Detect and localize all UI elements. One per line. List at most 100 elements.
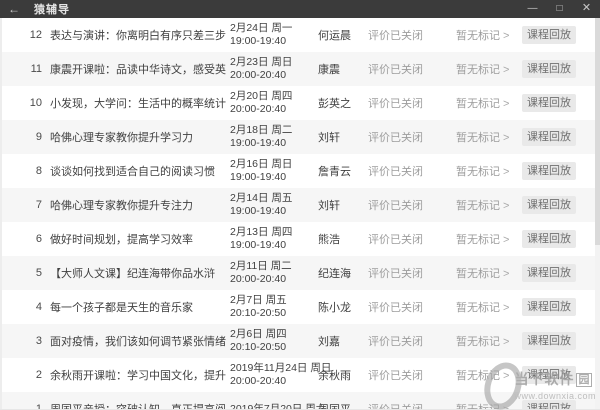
course-number: 10 [29, 97, 42, 109]
course-title: 哈佛心理专家教你提升专注力 [50, 200, 193, 212]
mark-status[interactable]: 暂无标记 > [456, 197, 518, 213]
chevron-right-icon: > [503, 64, 510, 76]
course-date: 2月14日 周五 [230, 192, 293, 204]
course-datetime: 2月6日 周四 20:10-20:50 [230, 328, 318, 354]
chevron-right-icon: > [503, 200, 510, 212]
mark-status-label: 暂无标记 [456, 64, 500, 76]
evaluation-status: 评价已关闭 [368, 166, 423, 178]
course-date: 2月16日 周日 [230, 158, 293, 170]
replay-button[interactable]: 课程回放 [522, 230, 576, 248]
scrollbar[interactable] [595, 18, 600, 410]
course-time: 20:00-20:40 [230, 69, 287, 81]
mark-status-label: 暂无标记 [456, 404, 500, 410]
course-date: 2月11日 周二 [230, 260, 292, 272]
maximize-button[interactable]: □ [556, 3, 563, 14]
course-datetime: 2月14日 周五 19:00-19:40 [230, 192, 318, 218]
table-row: 5 【大师人文课】纪连海带你品水浒 2月11日 周二 20:00-20:40 纪… [0, 256, 595, 290]
course-time: 20:10-20:50 [230, 307, 287, 319]
minimize-button[interactable]: — [527, 3, 538, 14]
table-row: 8 谈谈如何找到适合自己的阅读习惯 2月16日 周日 19:00-19:40 詹… [0, 154, 595, 188]
evaluation-status: 评价已关闭 [368, 404, 423, 410]
evaluation-status: 评价已关闭 [368, 302, 423, 314]
course-number: 9 [35, 131, 42, 143]
table-row: 12 表达与演讲：你离明白有序只差三步 2月24日 周一 19:00-19:40… [0, 18, 595, 52]
replay-button[interactable]: 课程回放 [522, 94, 576, 112]
course-time: 19:00-19:40 [230, 239, 287, 251]
replay-button[interactable]: 课程回放 [522, 298, 576, 316]
evaluation-status: 评价已关闭 [368, 132, 423, 144]
replay-button[interactable]: 课程回放 [522, 264, 576, 282]
teacher-name: 刘嘉 [318, 336, 340, 348]
mark-status-label: 暂无标记 [456, 268, 500, 280]
scrollbar-thumb[interactable] [595, 18, 600, 246]
mark-status-label: 暂无标记 [456, 234, 500, 246]
course-datetime: 2月13日 周四 19:00-19:40 [230, 226, 318, 252]
course-time: 19:00-19:40 [230, 205, 287, 217]
chevron-right-icon: > [503, 234, 510, 246]
watermark-text: 当下软件园 www.downxia.com [514, 369, 596, 401]
mark-status[interactable]: 暂无标记 > [456, 231, 518, 247]
course-number: 4 [35, 301, 42, 313]
replay-button[interactable]: 课程回放 [522, 128, 576, 146]
table-row: 6 做好时间规划，提高学习效率 2月13日 周四 19:00-19:40 熊浩 … [0, 222, 595, 256]
chevron-right-icon: > [503, 30, 510, 42]
mark-status[interactable]: 暂无标记 > [456, 265, 518, 281]
course-date: 2月6日 周四 [230, 328, 287, 340]
course-datetime: 2月23日 周日 20:00-20:40 [230, 56, 318, 82]
watermark: 当下软件园 www.downxia.com [480, 360, 596, 410]
course-datetime: 2月7日 周五 20:10-20:50 [230, 294, 318, 320]
mark-status[interactable]: 暂无标记 > [456, 333, 518, 349]
course-datetime: 2月18日 周二 19:00-19:40 [230, 124, 318, 150]
replay-button[interactable]: 课程回放 [522, 366, 576, 384]
table-row: 7 哈佛心理专家教你提升专注力 2月14日 周五 19:00-19:40 刘轩 … [0, 188, 595, 222]
course-number: 8 [35, 165, 42, 177]
mark-status[interactable]: 暂无标记 > [456, 163, 518, 179]
window-controls: — □ ✕ [519, 0, 600, 18]
mark-status-label: 暂无标记 [456, 98, 500, 110]
course-time: 19:00-19:40 [230, 171, 287, 183]
evaluation-status: 评价已关闭 [368, 336, 423, 348]
course-time: 19:00-19:40 [230, 137, 287, 149]
teacher-name: 纪连海 [318, 268, 351, 280]
window-left-edge [0, 18, 2, 410]
replay-button[interactable]: 课程回放 [522, 400, 576, 410]
replay-button[interactable]: 课程回放 [522, 26, 576, 44]
replay-button[interactable]: 课程回放 [522, 332, 576, 350]
mark-status[interactable]: 暂无标记 > [456, 95, 518, 111]
mark-status[interactable]: 暂无标记 > [456, 129, 518, 145]
evaluation-status: 评价已关闭 [368, 370, 423, 382]
course-time: 20:00-20:40 [230, 103, 287, 115]
evaluation-status: 评价已关闭 [368, 200, 423, 212]
replay-button[interactable]: 课程回放 [522, 196, 576, 214]
course-title: 周国平亲授：突破认知，真正提高阅读与写作能力 [50, 404, 226, 410]
course-title: 做好时间规划，提高学习效率 [50, 234, 193, 246]
course-title: 每一个孩子都是天生的音乐家 [50, 302, 193, 314]
mark-status-label: 暂无标记 [456, 200, 500, 212]
course-date: 2019年11月24日 周日 [230, 362, 332, 374]
watermark-url: www.downxia.com [514, 391, 596, 401]
mark-status[interactable]: 暂无标记 > [456, 27, 518, 43]
mark-status[interactable]: 暂无标记 > [456, 61, 518, 77]
mark-status-label: 暂无标记 [456, 132, 500, 144]
mark-status[interactable]: 暂无标记 > [456, 299, 518, 315]
chevron-right-icon: > [503, 336, 510, 348]
course-date: 2月24日 周一 [230, 22, 293, 34]
course-time: 20:10-20:50 [230, 341, 287, 353]
back-arrow-icon[interactable]: ← [8, 2, 20, 16]
teacher-name: 何运晨 [318, 30, 351, 42]
table-row: 11 康震开课啦：品读中华诗文，感受英雄力量 2月23日 周日 20:00-20… [0, 52, 595, 86]
course-number: 2 [35, 369, 42, 381]
course-number: 1 [35, 403, 42, 410]
evaluation-status: 评价已关闭 [368, 30, 423, 42]
course-number: 11 [30, 63, 42, 75]
course-datetime: 2月16日 周日 19:00-19:40 [230, 158, 318, 184]
chevron-right-icon: > [503, 302, 510, 314]
replay-button[interactable]: 课程回放 [522, 60, 576, 78]
mark-status-label: 暂无标记 [456, 336, 500, 348]
course-date: 2月18日 周二 [230, 124, 293, 136]
replay-button[interactable]: 课程回放 [522, 162, 576, 180]
course-title: 面对疫情，我们该如何调节紧张情绪 [50, 336, 226, 348]
course-number: 3 [35, 335, 42, 347]
close-button[interactable]: ✕ [581, 2, 592, 14]
downxia-logo-icon [484, 362, 523, 410]
